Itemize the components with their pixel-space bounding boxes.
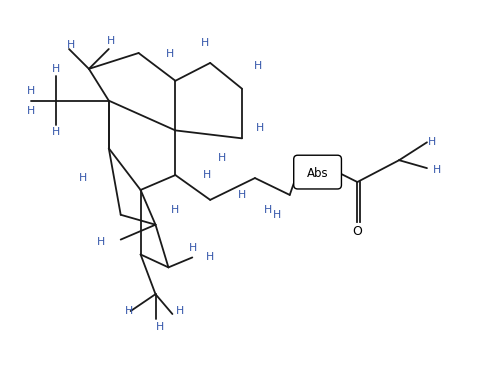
- Text: H: H: [238, 190, 246, 200]
- Text: H: H: [124, 306, 133, 316]
- Text: H: H: [97, 236, 105, 246]
- Text: H: H: [52, 127, 60, 137]
- Text: H: H: [52, 64, 60, 74]
- Text: H: H: [171, 205, 180, 215]
- Text: H: H: [27, 105, 35, 115]
- Text: H: H: [156, 322, 164, 332]
- Text: H: H: [166, 49, 175, 59]
- Text: O: O: [352, 225, 362, 238]
- Text: H: H: [273, 210, 281, 220]
- Text: H: H: [201, 38, 209, 48]
- Text: H: H: [254, 61, 262, 71]
- Text: H: H: [67, 40, 75, 50]
- Text: H: H: [256, 124, 264, 134]
- Text: H: H: [203, 170, 211, 180]
- Text: H: H: [218, 153, 226, 163]
- Text: Abs: Abs: [307, 166, 328, 179]
- Text: H: H: [176, 306, 184, 316]
- Text: H: H: [433, 165, 441, 175]
- Text: H: H: [79, 173, 87, 183]
- Text: H: H: [107, 36, 115, 46]
- FancyBboxPatch shape: [294, 155, 342, 189]
- Text: H: H: [428, 137, 436, 147]
- Text: H: H: [264, 205, 272, 215]
- Text: H: H: [206, 252, 214, 262]
- Text: H: H: [27, 86, 35, 96]
- Text: H: H: [189, 242, 198, 253]
